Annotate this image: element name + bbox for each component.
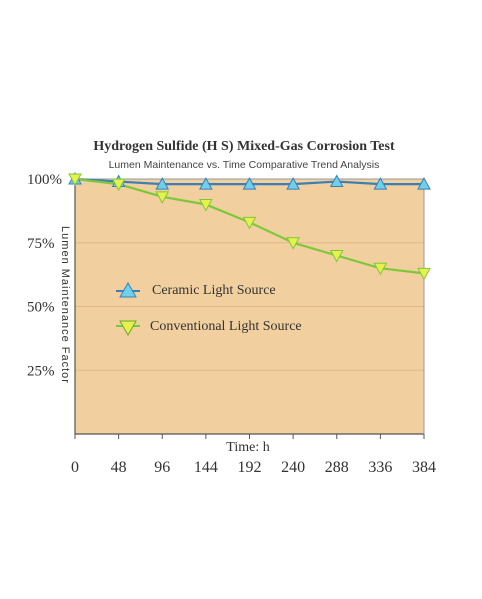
data-point-ceramic-192 [242,177,257,190]
x-tick-label-0: 0 [71,459,79,476]
y-axis-label: Lumen Maintenance Factor [59,226,71,384]
legend-label-ceramic: Ceramic Light Source [152,283,276,298]
x-axis-label: Time: h [226,440,269,455]
y-tick-label-50: 50% [27,300,55,316]
chart-subtitle: Lumen Maintenance vs. Time Comparative T… [109,159,380,171]
axes [74,177,425,439]
y-tick-labels: 25% 50% 75% 100% [27,172,62,379]
y-tick-label-75: 75% [27,236,55,252]
series-layer [68,171,431,281]
data-point-ceramic-336 [373,177,388,190]
legend-label-conventional: Conventional Light Source [150,319,302,334]
data-point-conventional-0 [68,173,82,187]
x-tick-label-240: 240 [281,459,305,476]
data-point-ceramic-288 [329,174,344,188]
legend-marker-conventional [119,320,137,337]
chart-title: Hydrogen Sulfide (H S) Mixed-Gas Corrosi… [93,139,395,154]
legend-item-ceramic: Ceramic Light Source [116,281,276,298]
data-point-conventional-336 [373,262,388,276]
legend-item-conventional: Conventional Light Source [116,319,302,337]
data-point-conventional-240 [286,237,300,250]
data-point-conventional-96 [155,191,170,204]
y-tick-label-25: 25% [27,363,55,379]
data-point-conventional-288 [329,250,344,263]
legend-marker-ceramic [119,281,137,298]
x-tick-label-144: 144 [194,459,218,476]
legend: Ceramic Light Source Conventional Light … [116,281,302,337]
data-point-ceramic-96 [155,177,170,190]
data-point-ceramic-240 [286,177,300,190]
data-point-conventional-384 [417,267,431,281]
x-tick-label-336: 336 [368,459,392,476]
data-point-ceramic-384 [417,177,431,190]
x-tick-label-288: 288 [325,459,349,476]
x-tick-label-384: 384 [412,459,436,476]
y-tick-label-100: 100% [27,172,62,188]
x-tick-label-96: 96 [154,459,170,476]
x-tick-labels: 0 48 96 144 192 240 288 336 384 [71,459,436,476]
data-point-ceramic-144 [199,177,213,190]
data-point-conventional-192 [242,216,257,230]
data-point-conventional-144 [199,199,213,212]
x-tick-label-48: 48 [111,459,127,476]
data-point-conventional-48 [111,178,126,192]
x-tick-label-192: 192 [238,459,262,476]
grid-lines [75,242,424,371]
